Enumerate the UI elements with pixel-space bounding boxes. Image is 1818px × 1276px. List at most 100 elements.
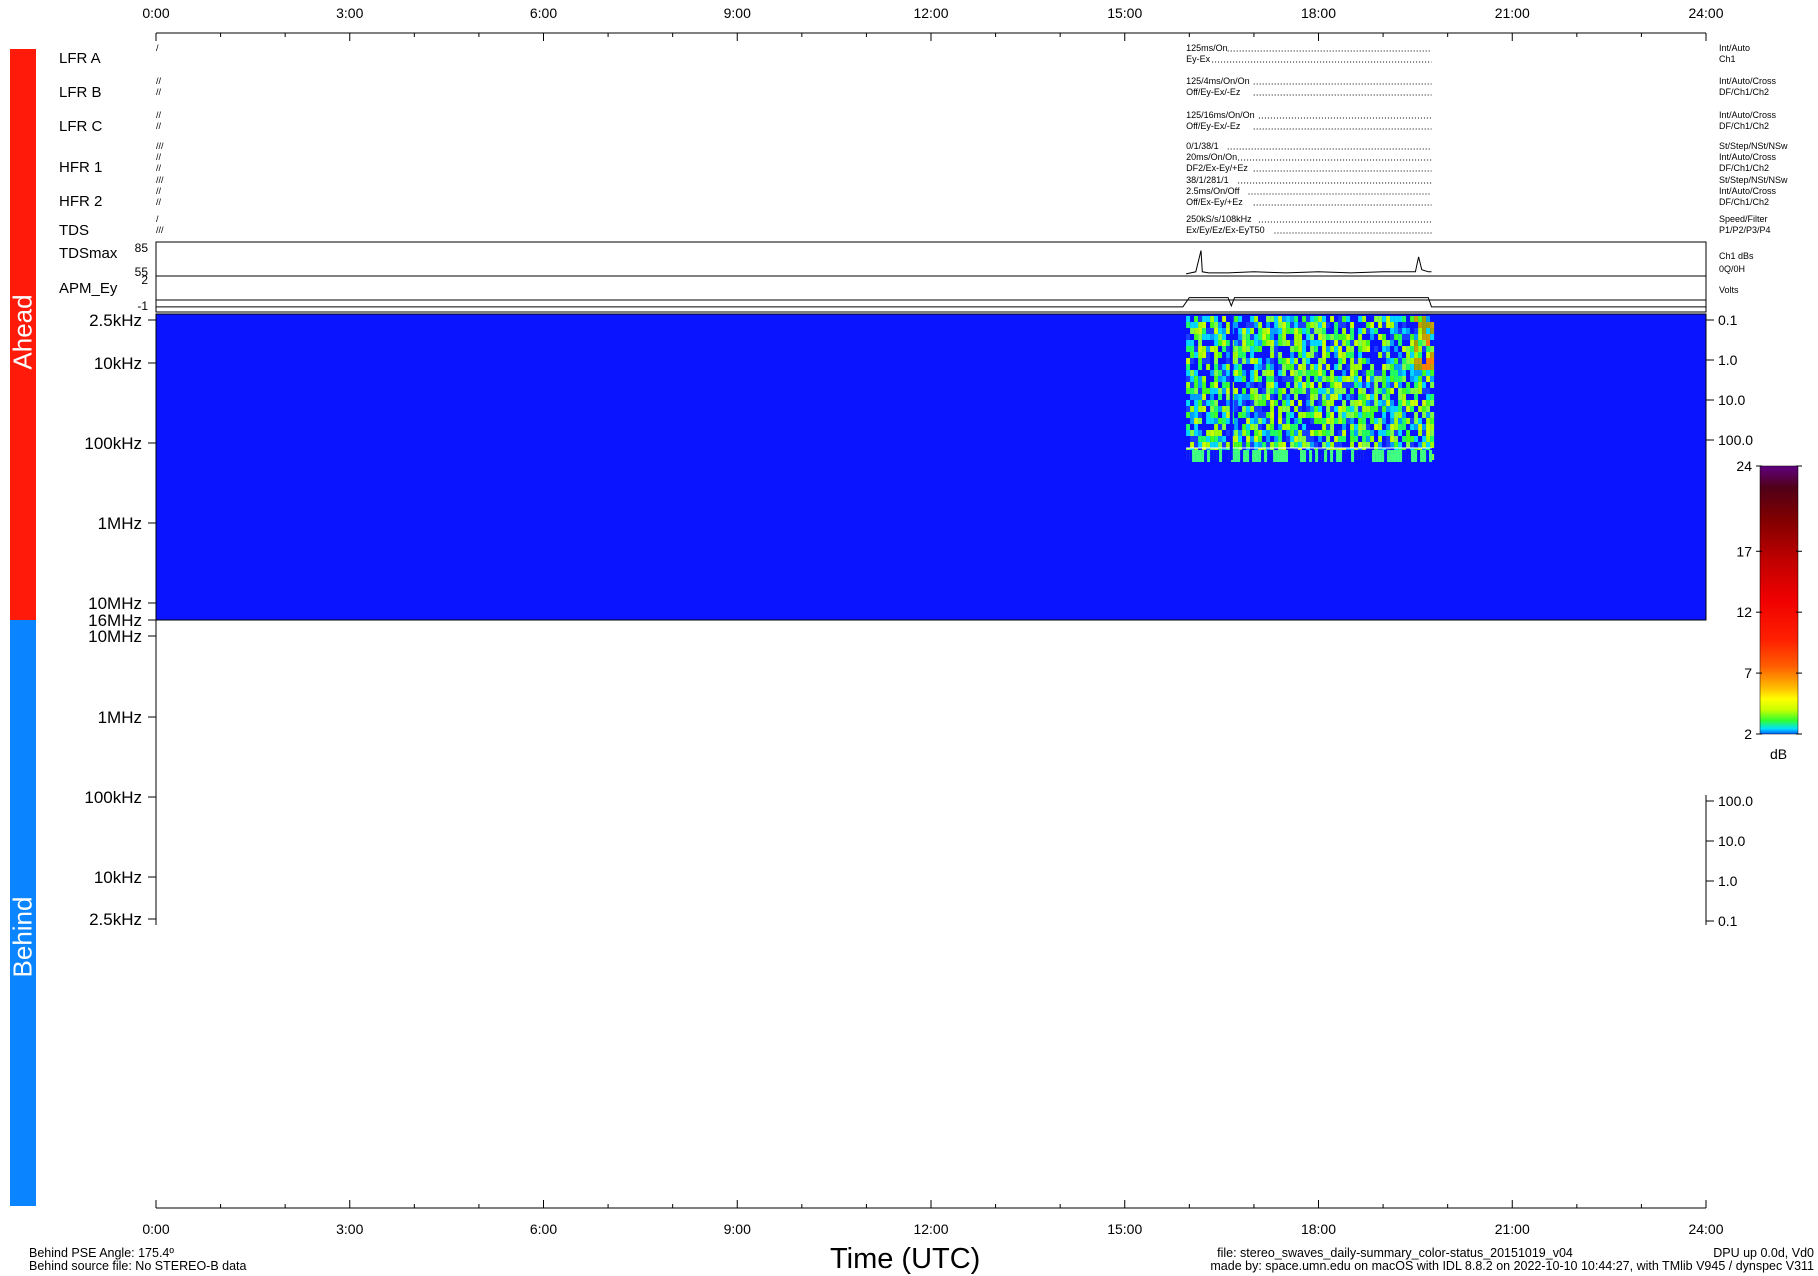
top-time-tick-0: 0:00 (142, 5, 169, 21)
ahead-ytick-3: 1MHz (98, 514, 142, 533)
status-right-3-1: Int/Auto/Cross (1719, 152, 1777, 162)
status-mark-5-1: /// (156, 225, 164, 235)
status-value-4-2: Off/Ex-Ey/+Ez (1186, 197, 1243, 207)
status-right-4-0: St/Step/NSt/NSw (1719, 175, 1788, 185)
behind-ytick-0: 10MHz (88, 627, 142, 646)
status-mark-1-0: // (156, 76, 162, 86)
behind-bar (10, 620, 36, 1206)
ahead-rtick-3: 100.0 (1718, 432, 1753, 448)
ahead-ytick-4: 10MHz (88, 594, 142, 613)
ahead-rtick-1: 1.0 (1718, 352, 1738, 368)
behind-label: Behind (7, 896, 38, 978)
status-value-3-0: 0/1/38/1 (1186, 141, 1219, 151)
ahead-ytick-5: 16MHz (88, 611, 142, 630)
status-mark-4-1: // (156, 186, 162, 196)
status-right-5-0: Speed/Filter (1719, 214, 1768, 224)
bottom-time-tick-6: 18:00 (1301, 1221, 1336, 1237)
status-mark-4-2: // (156, 197, 162, 207)
behind-ytick-4: 2.5kHz (89, 910, 142, 929)
status-mark-3-0: /// (156, 141, 164, 151)
status-value-0-0: 125ms/On (1186, 43, 1228, 53)
status-mark-0-0: / (156, 43, 159, 53)
status-mark-5-0: / (156, 214, 159, 224)
behind-pse-angle: Behind PSE Angle: 175.4º (29, 1246, 174, 1260)
bottom-time-axis: 0:00 3:00 6:00 9:00 12:00 15:00 18:00 21:00 24:0… (142, 1200, 1724, 1237)
bottom-time-tick-1: 3:00 (336, 1221, 363, 1237)
bottom-time-tick-3: 9:00 (724, 1221, 751, 1237)
tdsmax-right-2: 0Q/0H (1719, 264, 1745, 274)
bottom-time-tick-5: 15:00 (1107, 1221, 1142, 1237)
apm-panel: APM_Ey 2 -1 Volts (59, 273, 1739, 313)
status-right-4-2: DF/Ch1/Ch2 (1719, 197, 1769, 207)
top-time-tick-5: 15:00 (1107, 5, 1142, 21)
apm-ytick-neg1: -1 (137, 299, 148, 313)
status-right-0-1: Ch1 (1719, 54, 1736, 64)
status-mark-2-1: // (156, 121, 162, 131)
behind-rtick-2: 1.0 (1718, 873, 1738, 889)
top-time-tick-8: 24:00 (1688, 5, 1723, 21)
ahead-bar (10, 49, 36, 620)
ahead-ytick-0: 2.5kHz (89, 311, 142, 330)
behind-rtick-1: 10.0 (1718, 833, 1745, 849)
top-time-tick-6: 18:00 (1301, 5, 1336, 21)
status-value-5-0: 250kS/s/108kHz (1186, 214, 1252, 224)
status-row-label-1: LFR B (59, 84, 102, 101)
bottom-time-tick-0: 0:00 (142, 1221, 169, 1237)
top-time-axis: 0:00 3:00 6:00 9:00 12:00 15:00 18:00 21:00 24:0… (142, 5, 1724, 41)
x-axis-title: Time (UTC) (830, 1243, 981, 1275)
status-value-1-1: Off/Ey-Ex/-Ez (1186, 87, 1241, 97)
bottom-time-tick-7: 21:00 (1495, 1221, 1530, 1237)
status-right-2-0: Int/Auto/Cross (1719, 110, 1777, 120)
status-value-3-1: 20ms/On/On (1186, 152, 1237, 162)
file-name: file: stereo_swaves_daily-summary_color-… (1217, 1246, 1573, 1260)
bottom-time-tick-8: 24:00 (1688, 1221, 1723, 1237)
ahead-label: Ahead (7, 294, 38, 370)
tdsmax-label: TDSmax (59, 245, 118, 262)
top-time-tick-2: 6:00 (530, 5, 557, 21)
top-time-tick-7: 21:00 (1495, 5, 1530, 21)
status-mark-4-0: /// (156, 175, 164, 185)
status-right-5-1: P1/P2/P3/P4 (1719, 225, 1771, 235)
spectrogram-ahead-data (1186, 316, 1435, 462)
apm-series-line (156, 297, 1706, 308)
status-value-0-1: Ey-Ex (1186, 54, 1211, 64)
status-value-1-0: 125/4ms/On/On (1186, 76, 1250, 86)
status-row-label-3: HFR 1 (59, 159, 102, 176)
ahead-ytick-1: 10kHz (94, 354, 142, 373)
status-row-label-5: TDS (59, 222, 89, 239)
colorbar-tick-0: 24 (1736, 458, 1752, 474)
bottom-time-tick-4: 12:00 (913, 1221, 948, 1237)
colorbar-tick-3: 7 (1744, 665, 1752, 681)
behind-ytick-2: 100kHz (84, 788, 142, 807)
footer-left: Behind PSE Angle: 175.4º Behind source f… (29, 1247, 246, 1273)
apm-label: APM_Ey (59, 280, 118, 297)
tdsmax-ytick-55: 55 (135, 265, 149, 279)
status-value-3-2: DF2/Ex-Ey/+Ez (1186, 163, 1248, 173)
status-value-4-1: 2.5ms/On/Off (1186, 186, 1240, 196)
status-right-1-1: DF/Ch1/Ch2 (1719, 87, 1769, 97)
dpu-status: DPU up 0.0d, Vd0 (1713, 1246, 1814, 1260)
status-mark-3-2: // (156, 163, 162, 173)
status-value-4-0: 38/1/281/1 (1186, 175, 1229, 185)
status-row-label-2: LFR C (59, 118, 103, 135)
behind-rtick-0: 100.0 (1718, 793, 1753, 809)
status-right-2-1: DF/Ch1/Ch2 (1719, 121, 1769, 131)
status-right-1-0: Int/Auto/Cross (1719, 76, 1777, 86)
colorbar: 24 17 12 7 2 dB (1736, 458, 1802, 762)
status-value-2-1: Off/Ey-Ex/-Ez (1186, 121, 1241, 131)
footer-file: file: stereo_swaves_daily-summary_color-… (1200, 1247, 1590, 1260)
spectrogram-behind: 10MHz 1MHz 100kHz 10kHz 2.5kHz 100.0 10.0 1.0 0.… (84, 620, 1753, 929)
top-time-tick-3: 9:00 (724, 5, 751, 21)
bottom-time-tick-2: 6:00 (530, 1221, 557, 1237)
status-right-3-2: DF/Ch1/Ch2 (1719, 163, 1769, 173)
tdsmax-ytick-85: 85 (135, 241, 149, 255)
status-right-3-0: St/Step/NSt/NSw (1719, 141, 1788, 151)
footer-made-by: made by: space.umn.edu on macOS with IDL… (1210, 1259, 1814, 1273)
behind-ytick-1: 1MHz (98, 708, 142, 727)
behind-ytick-3: 10kHz (94, 868, 142, 887)
tdsmax-series-line (1185, 250, 1432, 275)
status-value-5-1: Ex/Ey/Ez/Ex-EyT50 (1186, 225, 1265, 235)
status-row-label-4: HFR 2 (59, 193, 102, 210)
